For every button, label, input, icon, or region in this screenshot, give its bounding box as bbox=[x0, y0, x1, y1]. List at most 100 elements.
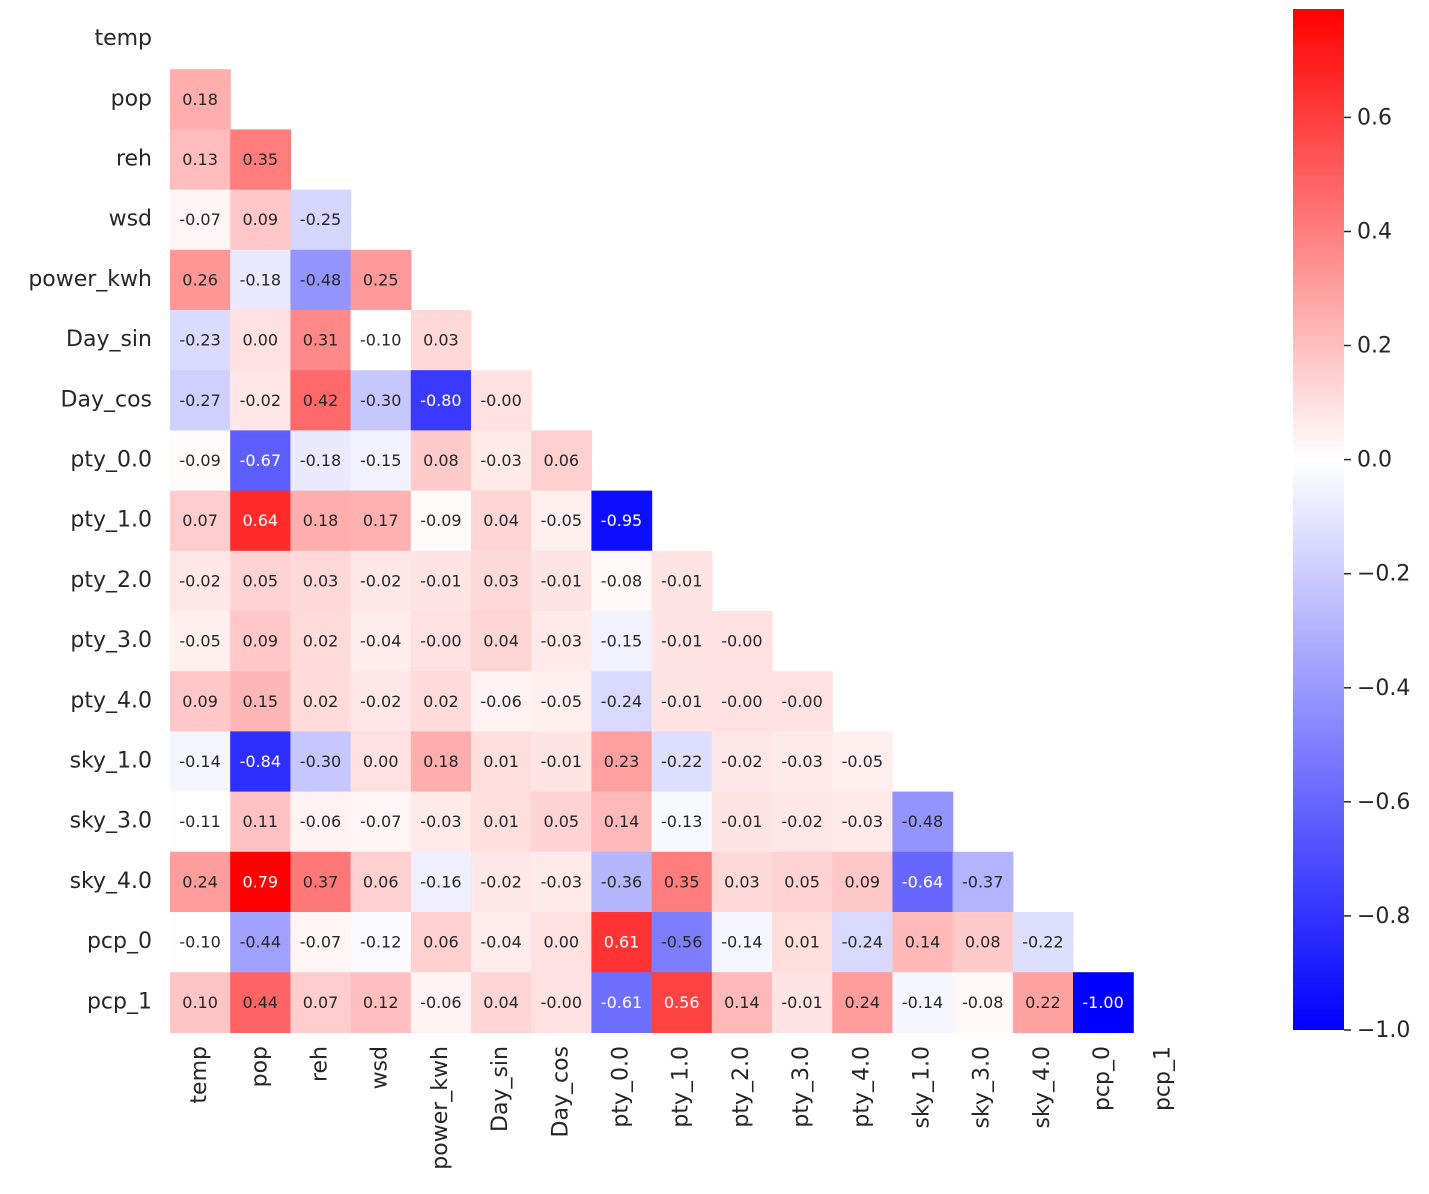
heatmap-cell bbox=[350, 490, 412, 552]
cell-value-label: -0.09 bbox=[179, 451, 220, 470]
cell-value-label: 0.08 bbox=[423, 451, 459, 470]
column-labels: temp pop reh wsd power_kwh Day_sin Day_cos pty_… bbox=[187, 1046, 1175, 1170]
cell-value-label: -0.07 bbox=[300, 933, 341, 952]
heatmap-cell bbox=[230, 611, 291, 672]
cell-value-label: -0.02 bbox=[360, 692, 401, 711]
cell-value-label: -0.03 bbox=[541, 632, 582, 651]
heatmap-cell bbox=[651, 972, 713, 1033]
heatmap-cell bbox=[230, 490, 291, 552]
heatmap-cell bbox=[350, 611, 412, 672]
heatmap-cell bbox=[290, 611, 352, 672]
cell-value-label: 0.05 bbox=[543, 812, 579, 831]
heatmap-cell bbox=[350, 430, 412, 492]
cell-value-label: 0.35 bbox=[664, 872, 700, 891]
cell-value-label: -0.00 bbox=[480, 391, 521, 410]
heatmap-cell bbox=[170, 490, 231, 552]
heatmap-cell bbox=[651, 671, 713, 732]
heatmap-cell bbox=[1012, 972, 1074, 1033]
heatmap-cell bbox=[471, 731, 532, 793]
cell-value-label: 0.03 bbox=[724, 872, 760, 891]
heatmap-cell bbox=[711, 972, 773, 1033]
row-label: pty_0.0 bbox=[70, 448, 152, 473]
cell-value-label: -0.07 bbox=[179, 210, 220, 229]
heatmap-cell bbox=[772, 731, 833, 793]
cell-value-label: 0.23 bbox=[604, 752, 640, 771]
heatmap-cell bbox=[290, 370, 352, 431]
column-label: pty_2.0 bbox=[729, 1046, 754, 1128]
heatmap-cell bbox=[471, 671, 532, 732]
cell-value-label: -0.03 bbox=[480, 451, 521, 470]
heatmap-cell bbox=[350, 791, 412, 853]
cell-value-label: 0.03 bbox=[303, 571, 339, 590]
cell-value-label: -0.02 bbox=[179, 571, 220, 590]
cell-value-label: -0.14 bbox=[179, 752, 220, 771]
cell-value-label: 0.03 bbox=[483, 571, 519, 590]
heatmap-cell bbox=[471, 912, 532, 973]
colorbar-tick-label: 0.4 bbox=[1357, 220, 1392, 245]
heatmap-cell bbox=[471, 851, 532, 913]
cell-value-label: 0.07 bbox=[303, 993, 339, 1012]
heatmap-cell bbox=[290, 851, 352, 913]
cell-value-label: -0.67 bbox=[240, 451, 281, 470]
row-label: pop bbox=[111, 86, 152, 111]
heatmap-cell bbox=[290, 249, 352, 311]
heatmap-cell bbox=[711, 731, 773, 793]
heatmap-cell bbox=[230, 189, 291, 251]
cell-value-label: -0.27 bbox=[179, 391, 220, 410]
column-label: pty_4.0 bbox=[849, 1046, 874, 1128]
cell-value-label: -0.48 bbox=[902, 812, 943, 831]
column-label: pty_0.0 bbox=[609, 1046, 634, 1128]
colorbar-tick-label: −0.8 bbox=[1357, 904, 1410, 929]
cell-value-label: -0.24 bbox=[842, 933, 883, 952]
cell-value-label: 0.18 bbox=[182, 90, 218, 109]
heatmap-cell bbox=[410, 972, 472, 1033]
row-label: sky_3.0 bbox=[70, 809, 152, 834]
heatmap-cell bbox=[410, 370, 472, 431]
heatmap-cell bbox=[591, 851, 653, 913]
heatmap-cell bbox=[170, 671, 231, 732]
heatmap-cell bbox=[410, 851, 472, 913]
heatmap-cell bbox=[772, 671, 833, 732]
cell-value-label: 0.37 bbox=[303, 872, 339, 891]
heatmap-cell bbox=[651, 851, 713, 913]
cell-value-label: -0.06 bbox=[300, 812, 341, 831]
column-label: pcp_1 bbox=[1150, 1046, 1175, 1111]
row-label: sky_4.0 bbox=[70, 869, 152, 894]
heatmap-cell bbox=[290, 189, 352, 251]
cell-value-label: -0.02 bbox=[360, 571, 401, 590]
heatmap-cell bbox=[832, 972, 893, 1033]
heatmap-cell bbox=[832, 731, 893, 793]
heatmap-cell bbox=[651, 912, 713, 973]
heatmap-cell bbox=[1073, 972, 1134, 1033]
column-label: sky_4.0 bbox=[1030, 1046, 1055, 1128]
row-label: pty_4.0 bbox=[70, 688, 152, 713]
cell-value-label: 0.64 bbox=[242, 511, 278, 530]
cell-value-label: -0.07 bbox=[360, 812, 401, 831]
heatmap-cell bbox=[290, 912, 352, 973]
row-labels: temp pop reh wsd power_kwh Day_sin Day_cos pty_… bbox=[28, 26, 152, 1014]
heatmap-cell bbox=[170, 731, 231, 793]
row-label: sky_1.0 bbox=[70, 749, 152, 774]
cell-value-label: -0.00 bbox=[721, 692, 762, 711]
heatmap-cell bbox=[591, 791, 653, 853]
cell-value-label: 0.14 bbox=[724, 993, 760, 1012]
cell-value-label: -0.05 bbox=[842, 752, 883, 771]
heatmap-cell bbox=[591, 972, 653, 1033]
heatmap-cell bbox=[952, 972, 1014, 1033]
colorbar-tick-label: 0.6 bbox=[1357, 105, 1392, 130]
heatmap-cell bbox=[230, 851, 291, 913]
heatmap-cell bbox=[711, 671, 773, 732]
heatmap-cell bbox=[892, 791, 954, 853]
column-label: sky_3.0 bbox=[970, 1046, 995, 1128]
row-label: reh bbox=[116, 147, 152, 172]
cell-value-label: 0.04 bbox=[483, 993, 519, 1012]
column-label: reh bbox=[308, 1046, 333, 1082]
cell-value-label: -0.13 bbox=[661, 812, 702, 831]
cell-value-label: -0.03 bbox=[420, 812, 461, 831]
heatmap-cell bbox=[711, 611, 773, 672]
cell-value-label: -0.15 bbox=[601, 632, 642, 651]
cell-value-label: 0.02 bbox=[303, 692, 339, 711]
heatmap-cell bbox=[170, 791, 231, 853]
cell-value-label: -0.04 bbox=[360, 632, 401, 651]
cell-value-label: 0.01 bbox=[483, 812, 519, 831]
